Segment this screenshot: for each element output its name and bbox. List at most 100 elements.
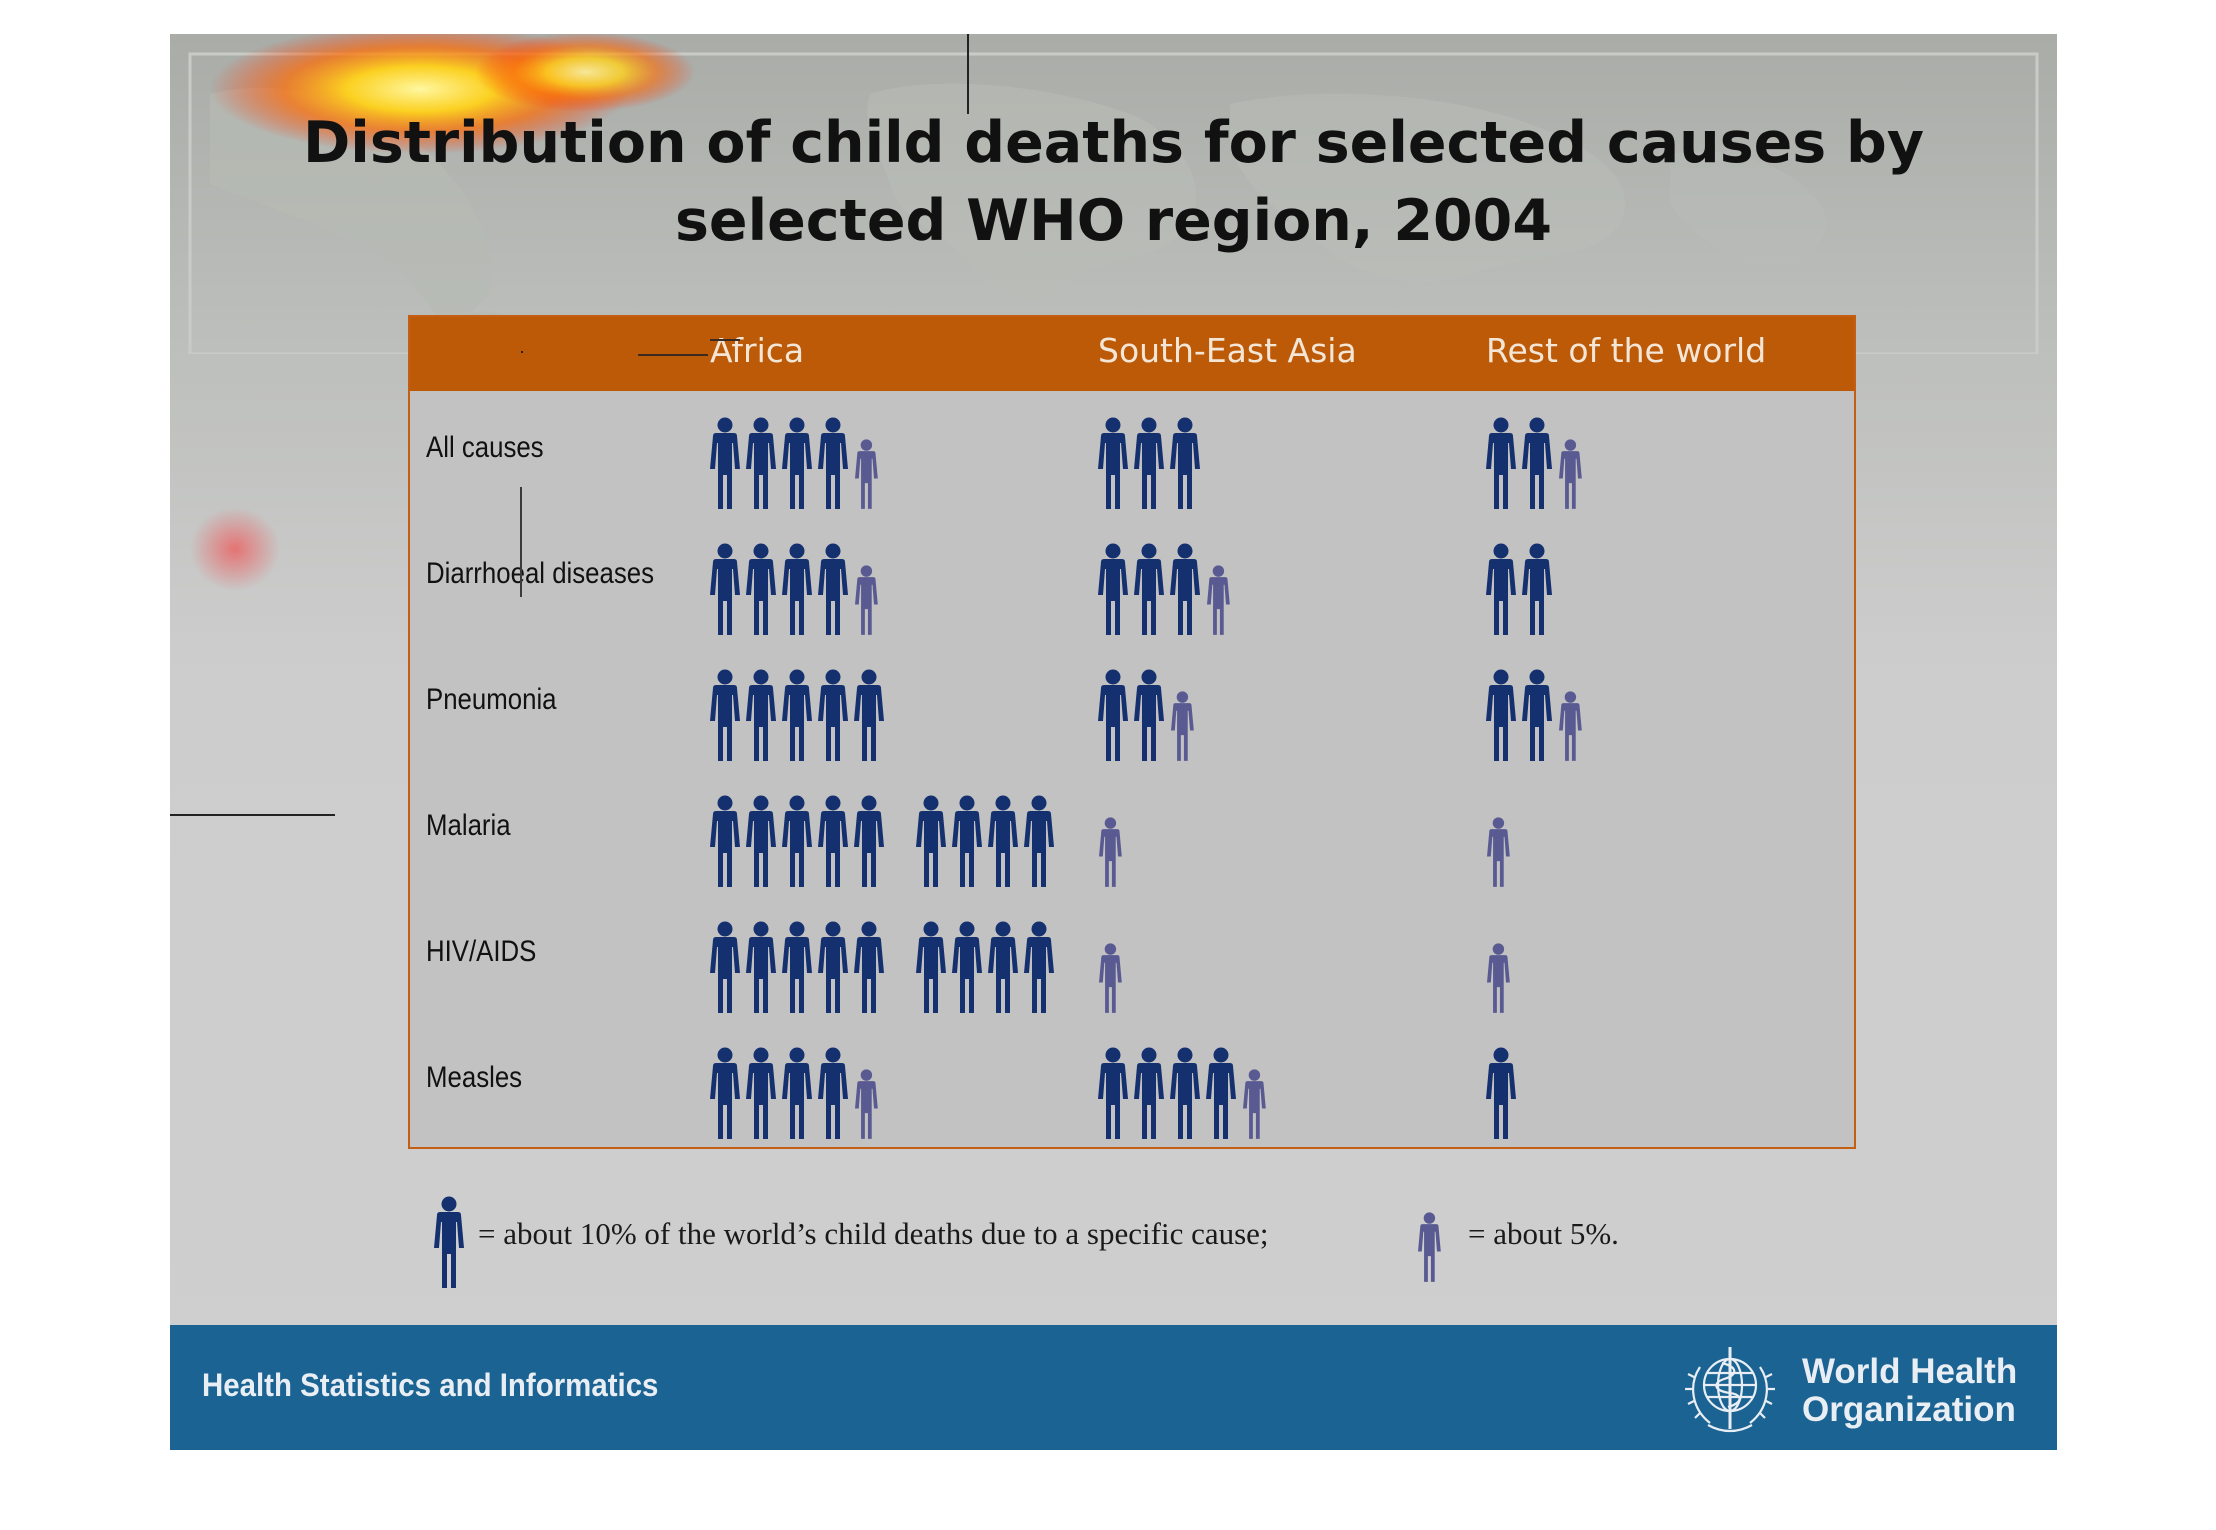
figure-10-percent-icon [782, 795, 812, 887]
annotation-line [520, 487, 522, 597]
who-name-line-2: Organization [1802, 1390, 2016, 1429]
row-label-diarrhoeal-diseases: Diarrhoeal diseases [426, 557, 655, 590]
figure-10-percent-icon [746, 921, 776, 1013]
figure-10-percent-icon [1522, 543, 1552, 635]
figure-10-percent-icon [782, 921, 812, 1013]
row-label-hiv-aids: HIV/AIDS [426, 935, 537, 968]
figure-10-percent-icon [916, 795, 946, 887]
legend-figure-10-percent-icon [434, 1196, 464, 1288]
row-label-malaria: Malaria [426, 809, 511, 842]
annotation-line [170, 814, 335, 816]
figure-10-percent-icon [1170, 543, 1200, 635]
figure-10-percent-icon [1206, 1047, 1236, 1139]
figure-10-percent-icon [710, 795, 740, 887]
figure-10-percent-icon [988, 921, 1018, 1013]
slide: Distribution of child deaths for selecte… [170, 34, 2057, 1450]
legend: = about 10% of the world’s child deaths … [420, 1184, 1870, 1294]
pictogram-table: Africa South-East Asia Rest of the world… [408, 315, 1856, 1149]
figure-10-percent-icon [1024, 795, 1054, 887]
figure-10-percent-icon [1486, 1047, 1516, 1139]
figure-10-percent-icon [854, 669, 884, 761]
world-map-background [188, 34, 2039, 354]
footer-department-label: Health Statistics and Informatics [202, 1367, 659, 1403]
figure-10-percent-icon [746, 669, 776, 761]
figure-10-percent-icon [1134, 543, 1164, 635]
figure-10-percent-icon [1522, 669, 1552, 761]
figure-5-percent-icon [1243, 1069, 1266, 1139]
figure-10-percent-icon [1522, 417, 1552, 509]
figure-10-percent-icon [746, 795, 776, 887]
who-name-line-1: World Health [1802, 1352, 2018, 1391]
figure-10-percent-icon [710, 1047, 740, 1139]
figure-10-percent-icon [746, 543, 776, 635]
figure-5-percent-icon [1207, 565, 1230, 635]
figure-5-percent-icon [855, 439, 878, 509]
figure-10-percent-icon [1024, 921, 1054, 1013]
figure-10-percent-icon [1134, 417, 1164, 509]
annotation-line [521, 351, 523, 353]
figure-5-percent-icon [1487, 943, 1510, 1013]
figure-10-percent-icon [818, 417, 848, 509]
figure-10-percent-icon [710, 543, 740, 635]
figure-10-percent-icon [1134, 669, 1164, 761]
column-header-rest-of-world: Rest of the world [1486, 331, 1767, 370]
figure-10-percent-icon [1170, 417, 1200, 509]
figure-5-percent-icon [1559, 691, 1582, 761]
figure-10-percent-icon [818, 795, 848, 887]
figure-5-percent-icon [1171, 691, 1194, 761]
column-header-south-east-asia: South-East Asia [1098, 331, 1357, 370]
figure-10-percent-icon [818, 669, 848, 761]
figure-10-percent-icon [1486, 417, 1516, 509]
figure-10-percent-icon [1098, 417, 1128, 509]
figure-10-percent-icon [952, 921, 982, 1013]
figure-10-percent-icon [782, 417, 812, 509]
figure-10-percent-icon [916, 921, 946, 1013]
slide-title: Distribution of child deaths for selecte… [230, 104, 1997, 260]
figure-5-percent-icon [1099, 817, 1122, 887]
legend-figures [434, 1196, 1441, 1288]
figure-10-percent-icon [818, 921, 848, 1013]
figure-5-percent-icon [1099, 943, 1122, 1013]
figure-10-percent-icon [710, 417, 740, 509]
legend-large-figure-text: = about 10% of the world’s child deaths … [478, 1216, 1269, 1251]
row-label-pneumonia: Pneumonia [426, 683, 557, 716]
legend-figure-5-percent-icon [1418, 1212, 1441, 1282]
figure-10-percent-icon [854, 795, 884, 887]
figure-10-percent-icon [746, 417, 776, 509]
figure-10-percent-icon [1134, 1047, 1164, 1139]
pictogram-marks [710, 417, 1582, 1139]
row-label-all-causes: All causes [426, 431, 544, 464]
figure-10-percent-icon [1486, 543, 1516, 635]
footer-bar: Health Statistics and Informatics World … [170, 1325, 2057, 1450]
who-emblem-icon [1685, 1347, 1775, 1433]
figure-10-percent-icon [952, 795, 982, 887]
figure-10-percent-icon [782, 1047, 812, 1139]
figure-5-percent-icon [1559, 439, 1582, 509]
figure-10-percent-icon [1098, 1047, 1128, 1139]
figure-10-percent-icon [854, 921, 884, 1013]
figure-10-percent-icon [1170, 1047, 1200, 1139]
title-line-1: Distribution of child deaths for selecte… [302, 110, 1925, 176]
figure-10-percent-icon [818, 1047, 848, 1139]
figure-10-percent-icon [1098, 543, 1128, 635]
legend-small-figure-text: = about 5%. [1468, 1216, 1619, 1251]
figure-10-percent-icon [1486, 669, 1516, 761]
figure-10-percent-icon [710, 921, 740, 1013]
figure-5-percent-icon [855, 1069, 878, 1139]
column-header-africa: Africa [710, 331, 805, 370]
who-name: World Health Organization [1802, 1353, 2017, 1429]
annotation-line [710, 339, 740, 341]
figure-10-percent-icon [818, 543, 848, 635]
annotation-line [967, 34, 969, 114]
title-line-2: selected WHO region, 2004 [675, 188, 1552, 254]
figure-5-percent-icon [855, 565, 878, 635]
row-label-measles: Measles [426, 1061, 523, 1094]
annotation-line [638, 354, 708, 356]
figure-10-percent-icon [1098, 669, 1128, 761]
figure-10-percent-icon [782, 543, 812, 635]
figure-10-percent-icon [988, 795, 1018, 887]
figure-10-percent-icon [746, 1047, 776, 1139]
figure-5-percent-icon [1487, 817, 1510, 887]
figure-10-percent-icon [782, 669, 812, 761]
heatmap-spot [190, 507, 280, 591]
